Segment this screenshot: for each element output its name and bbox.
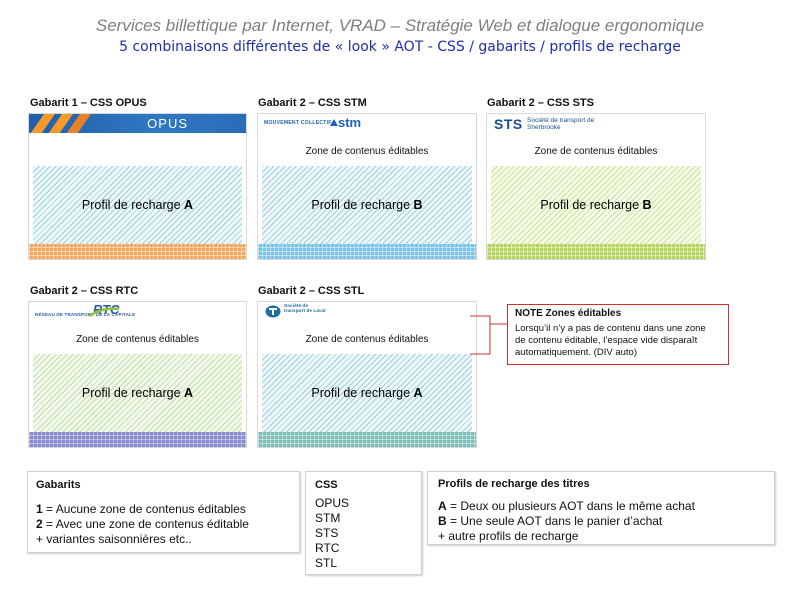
rtc-swoosh-icon (88, 307, 120, 318)
recharge-profile-label: Profil de recharge A (81, 386, 194, 400)
note-editable-zones: NOTE Zones éditables Lorsqu’il n’y a pas… (507, 304, 729, 365)
legend-profils-item: + autre profils de recharge (438, 529, 579, 543)
legend-profils-item: B = Une seule AOT dans le panier d’achat (438, 514, 663, 528)
rtc-tagline: RÉSEAU DE TRANSPORT DE LA CAPITALE (35, 312, 136, 317)
template-panel-stm: MOUVEMENT COLLECTIF stm Zone de contenus… (257, 113, 477, 260)
editable-zone-label: Zone de contenus éditables (76, 334, 199, 345)
stm-logo-band: MOUVEMENT COLLECTIF stm (258, 114, 476, 133)
recharge-profile-box: Profil de recharge A (262, 354, 472, 432)
legend-gabarits-item: + variantes saisonnières etc.. (36, 532, 192, 546)
opus-header-band: OPUS (29, 114, 246, 133)
legend-profils-item: A = Deux ou plusieurs AOT dans le même a… (438, 499, 695, 513)
footer-band-sts (487, 244, 705, 259)
legend-gabarits: Gabarits 1 = Aucune zone de contenus édi… (27, 471, 300, 553)
footer-band-rtc (29, 432, 246, 447)
legend-css-item: OPUS (315, 496, 350, 510)
sts-logo: STS (494, 116, 523, 132)
note-line: de contenu éditable, l’espace vide dispa… (515, 335, 698, 346)
footer-band-opus (29, 244, 246, 259)
template-panel-sts: STS Société de transport de Sherbrooke Z… (486, 113, 706, 260)
note-connector (470, 315, 507, 355)
editable-zone-label: Zone de contenus éditables (534, 146, 658, 157)
recharge-profile-label: Profil de recharge B (311, 198, 423, 212)
legend-css-item: RTC (315, 541, 340, 555)
panel-label-rtc: Gabarit 2 – CSS RTC (30, 285, 139, 297)
legend-css-item: STL (315, 556, 338, 570)
legend-css-item: STM (315, 511, 341, 525)
page-subtitle: 5 combinaisons différentes de « look » A… (119, 39, 681, 55)
recharge-profile-label: Profil de recharge A (311, 386, 423, 400)
panel-label-stm: Gabarit 2 – CSS STM (258, 97, 367, 109)
recharge-profile-box: Profil de recharge A (33, 354, 242, 432)
editable-zone-label: Zone de contenus éditables (305, 146, 429, 157)
template-panel-opus: OPUS Profil de recharge A (28, 113, 247, 260)
stl-logo-icon (265, 305, 281, 318)
legend-profils: Profils de recharge des titres A = Deux … (427, 471, 775, 545)
note-line: Lorsqu’il n’y a pas de contenu dans une … (515, 323, 706, 334)
footer-band-stl (258, 432, 476, 447)
legend-css-title: CSS (315, 479, 338, 491)
sts-logo-band: STS Société de transport de Sherbrooke (487, 114, 705, 133)
editable-zone-label: Zone de contenus éditables (305, 334, 429, 345)
legend-profils-title: Profils de recharge des titres (438, 478, 590, 490)
panel-label-sts: Gabarit 2 – CSS STS (487, 97, 594, 109)
stm-logo: stm (338, 115, 362, 130)
sts-logo-subtitle: Société de transport de Sherbrooke (527, 117, 595, 131)
template-panel-stl: Société de transport de Laval Zone de co… (257, 301, 477, 448)
stl-logo-text: Société de transport de Laval (284, 304, 326, 315)
legend-css-item: STS (315, 526, 339, 540)
opus-logo: OPUS (147, 116, 188, 131)
stm-arrow-icon (330, 119, 338, 126)
legend-gabarits-item: 1 = Aucune zone de contenus éditables (36, 502, 246, 516)
stl-logo-band: Société de transport de Laval (258, 302, 476, 321)
panel-label-stl: Gabarit 2 – CSS STL (258, 285, 365, 297)
rtc-logo-band: RÉSEAU DE TRANSPORT DE LA CAPITALE RTC (29, 302, 246, 321)
stm-tagline: MOUVEMENT COLLECTIF (264, 120, 332, 126)
page-title: Services billettique par Internet, VRAD … (95, 16, 705, 35)
legend-gabarits-item: 2 = Avec une zone de contenus éditable (36, 517, 249, 531)
panel-label-opus: Gabarit 1 – CSS OPUS (30, 97, 147, 109)
legend-gabarits-title: Gabarits (36, 479, 81, 491)
note-title: NOTE Zones éditables (515, 308, 622, 319)
template-panel-rtc: RÉSEAU DE TRANSPORT DE LA CAPITALE RTC Z… (28, 301, 247, 448)
footer-band-stm (258, 244, 476, 259)
note-line: automatiquement. (DIV auto) (515, 347, 637, 358)
recharge-profile-box: Profil de recharge B (262, 166, 472, 244)
recharge-profile-label: Profil de recharge A (81, 198, 194, 212)
recharge-profile-box: Profil de recharge A (33, 166, 242, 244)
legend-css: CSS OPUS STM STS RTC STL (305, 471, 422, 575)
note-body: Lorsqu’il n’y a pas de contenu dans une … (515, 323, 721, 359)
recharge-profile-label: Profil de recharge B (540, 198, 652, 212)
recharge-profile-box: Profil de recharge B (491, 166, 701, 244)
